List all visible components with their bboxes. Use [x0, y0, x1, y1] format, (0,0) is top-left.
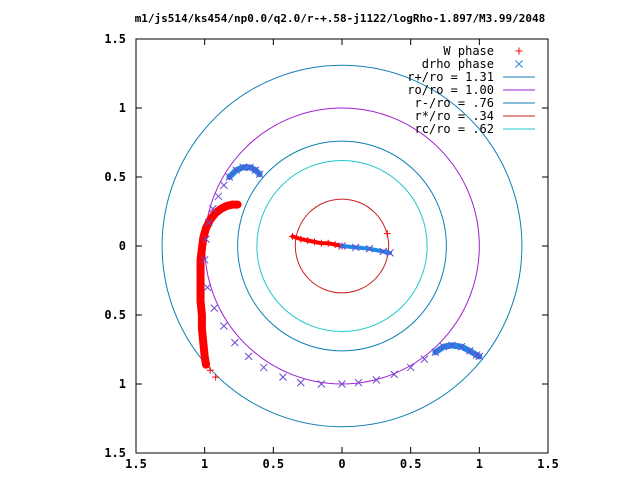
drho-point-35: [351, 243, 360, 252]
w-point-14: [198, 325, 206, 333]
y-tick-label-1: 1: [119, 101, 126, 115]
drho-point-4: [232, 166, 241, 174]
circle-4: [256, 159, 428, 333]
drho-point-11: [200, 255, 209, 264]
y-tick-label-3: 0: [119, 239, 126, 253]
legend-label-0: W phase: [443, 44, 494, 58]
w-point-7: [199, 234, 207, 242]
drho-point-3: [239, 163, 247, 172]
w-point-5: [206, 216, 214, 224]
legend-label-6: rc/ro = .62: [415, 122, 494, 136]
drho-point-23: [372, 376, 381, 384]
x-tick-label-2: 0.5: [262, 457, 284, 471]
drho-point-27: [431, 348, 440, 357]
drho-trail-lower: [432, 342, 483, 360]
drho-point-38: [386, 249, 394, 257]
circle-0: [161, 64, 523, 428]
drho-point-33: [475, 352, 484, 361]
circle-3: [294, 198, 390, 294]
drho-point-25: [406, 363, 415, 372]
y-tick-label-4: 0.5: [104, 308, 126, 322]
y-tick-label-5: 1: [119, 377, 126, 391]
legend-label-4: r-/ro = .76: [415, 96, 494, 110]
drho-point-15: [231, 338, 239, 347]
w-point-19: [212, 373, 220, 381]
w-point-13: [198, 311, 206, 319]
legend-label-3: ro/ro = 1.00: [407, 83, 494, 97]
legend-swatch-0: [515, 47, 523, 55]
drho-point-22: [354, 378, 363, 387]
drho-point-20: [317, 380, 326, 388]
w-point-4: [212, 209, 220, 217]
legend-swatch-1: [515, 60, 523, 68]
w-point-12: [197, 297, 205, 305]
drho-point-6: [220, 181, 228, 190]
w-point-23: [311, 238, 319, 246]
legend-label-5: r*/ro = .34: [415, 109, 494, 123]
drho-point-7: [214, 192, 223, 201]
drho-point-1: [251, 166, 260, 174]
w-point-24: [317, 239, 325, 247]
drho-point-36: [365, 244, 374, 253]
w-point-15: [199, 339, 207, 347]
w-point-16: [201, 352, 209, 360]
drho-point-34: [338, 242, 346, 250]
legend-label-1: drho phase: [422, 57, 494, 71]
drho-point-12: [203, 283, 212, 292]
drho-point-19: [296, 378, 305, 387]
x-tick-label-0: 1.5: [125, 457, 147, 471]
drho-point-31: [465, 347, 474, 355]
w-point-3: [217, 205, 225, 213]
x-tick-label-5: 1: [476, 457, 483, 471]
drho-point-17: [259, 363, 268, 372]
w-point-9: [197, 256, 205, 264]
chart-title: m1/js514/ks454/np0.0/q2.0/r-+.58-j1122/l…: [135, 12, 546, 25]
w-point-11: [197, 283, 205, 291]
drho-point-10: [202, 235, 210, 243]
w-point-2: [223, 202, 231, 210]
drho-point-21: [338, 380, 346, 388]
w-point-26: [331, 241, 339, 249]
drho-point-37: [379, 247, 388, 256]
x-tick-label-6: 1.5: [537, 457, 559, 471]
w-point-17: [202, 361, 210, 369]
drho-point-30: [457, 342, 466, 351]
w-point-1: [228, 201, 236, 209]
y-tick-label-6: 1.5: [104, 446, 126, 460]
y-tick-label-2: 0.5: [104, 170, 126, 184]
x-tick-label-4: 0.5: [400, 457, 422, 471]
drho-point-9: [204, 218, 213, 227]
drho-point-26: [420, 355, 429, 364]
drho-point-13: [210, 304, 219, 312]
w-point-10: [197, 270, 205, 278]
x-tick-label-1: 1: [201, 457, 208, 471]
drho-point-8: [209, 204, 217, 213]
drho-point-5: [225, 173, 234, 181]
w-point-22: [304, 236, 312, 244]
drho-point-24: [390, 370, 399, 379]
drho-point-14: [220, 322, 228, 330]
x-tick-label-3: 0: [338, 457, 345, 471]
drho-point-18: [279, 373, 287, 381]
w-point-25: [324, 239, 332, 247]
w-point-8: [198, 245, 206, 253]
drho-point-2: [246, 163, 254, 172]
drho-point-16: [244, 352, 253, 361]
circle-2: [237, 140, 447, 352]
drho-point-29: [448, 341, 456, 350]
w-point-20: [289, 232, 297, 240]
legend-label-2: r+/ro = 1.31: [407, 70, 494, 84]
drho-point-28: [439, 342, 448, 351]
y-tick-label-0: 1.5: [104, 32, 126, 46]
w-point-18: [206, 366, 214, 374]
w-point-28: [383, 230, 391, 238]
w-point-21: [297, 235, 305, 243]
